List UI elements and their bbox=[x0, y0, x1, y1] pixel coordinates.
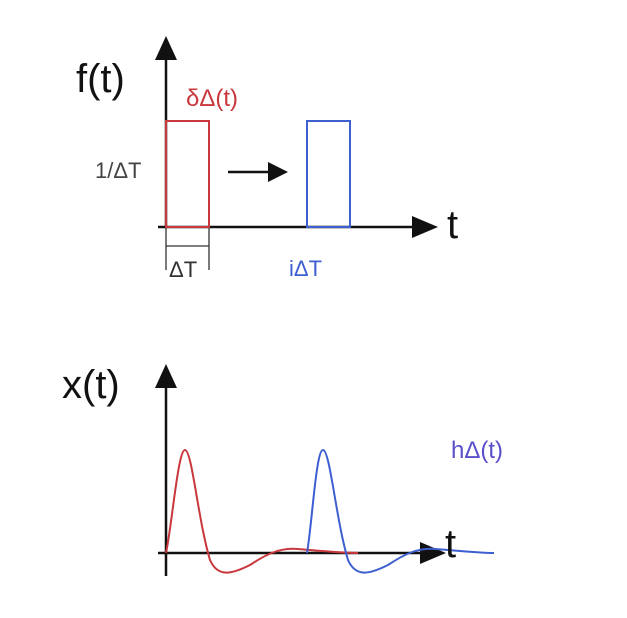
top-y-axis-arrowhead bbox=[155, 36, 177, 60]
top-x-axis-arrowhead bbox=[412, 216, 438, 238]
pulse-label: δΔ(t) bbox=[186, 85, 238, 112]
red-response-curve bbox=[165, 448, 359, 574]
response-label: hΔ(t) bbox=[451, 437, 503, 464]
blue-response-curve bbox=[306, 448, 495, 574]
top-x-label: t bbox=[447, 203, 458, 247]
red-pulse-rect bbox=[165, 120, 210, 228]
top-y-label: f(t) bbox=[76, 57, 125, 101]
width-bracket bbox=[165, 228, 210, 270]
right-arrow-icon bbox=[228, 162, 288, 182]
height-label: 1/ΔT bbox=[95, 158, 141, 183]
bottom-y-axis-arrowhead bbox=[155, 364, 177, 388]
bottom-y-label: x(t) bbox=[62, 363, 120, 407]
blue-pulse-rect bbox=[306, 120, 351, 228]
width-label: ΔT bbox=[169, 257, 197, 282]
bottom-plot: x(t) t hΔ(t) bbox=[62, 363, 503, 576]
top-plot: f(t) t δΔ(t) 1/ΔT ΔT iΔT bbox=[76, 36, 458, 282]
bottom-x-label: t bbox=[445, 522, 456, 566]
bottom-x-axis-arrowhead bbox=[420, 542, 446, 564]
shifted-label: iΔT bbox=[289, 256, 322, 281]
